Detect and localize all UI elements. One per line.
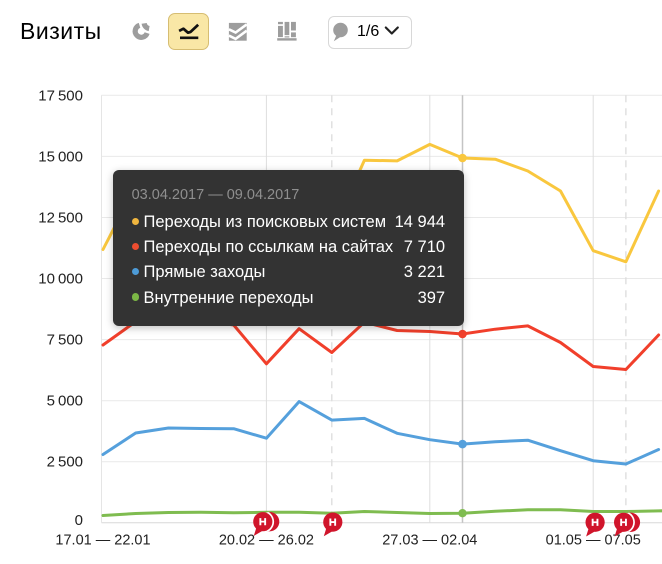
svg-text:0: 0 (75, 512, 83, 529)
svg-text:01.05 — 07.05: 01.05 — 07.05 (546, 533, 641, 549)
svg-text:5 000: 5 000 (47, 393, 83, 410)
svg-text:2 500: 2 500 (47, 454, 83, 471)
svg-text:12 500: 12 500 (38, 210, 83, 227)
svg-text:17 500: 17 500 (38, 87, 83, 104)
svg-text:17.01 — 22.01: 17.01 — 22.01 (55, 533, 150, 549)
svg-text:27.03 — 02.04: 27.03 — 02.04 (382, 533, 477, 549)
svg-text:20.02 — 26.02: 20.02 — 26.02 (219, 533, 314, 549)
svg-text:15 000: 15 000 (38, 148, 83, 165)
svg-text:10 000: 10 000 (38, 271, 83, 288)
svg-text:7 500: 7 500 (47, 332, 83, 349)
